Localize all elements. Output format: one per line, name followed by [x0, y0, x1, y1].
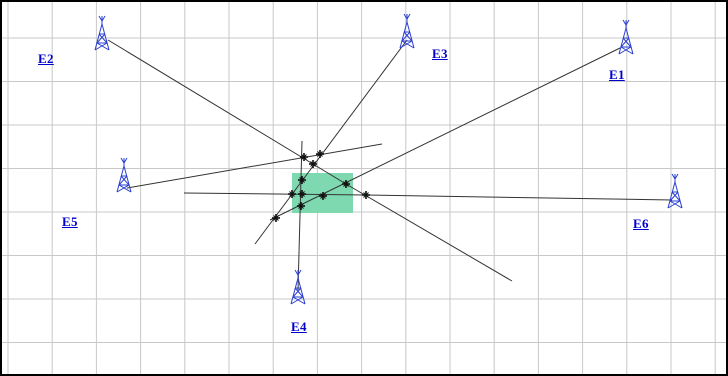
star-cross-icon: [298, 176, 306, 184]
star-cross-icon: [300, 153, 308, 161]
tower-label-e6[interactable]: E6: [633, 216, 649, 231]
radio-tower-icon[interactable]: [290, 269, 306, 305]
tower-brace: [116, 184, 130, 193]
tower-brace: [118, 175, 128, 186]
bearing-lines: [107, 39, 673, 291]
tower-leg: [618, 27, 627, 55]
marker-stroke: [301, 154, 307, 160]
tower-leg: [116, 165, 125, 193]
tower-brace: [403, 31, 413, 42]
tower-leg: [674, 181, 683, 209]
star-cross-icon: [297, 202, 305, 210]
tower-label-e3[interactable]: E3: [432, 46, 448, 61]
tower-brace: [669, 200, 683, 209]
tower-brace: [98, 33, 108, 44]
marker-stroke: [289, 191, 295, 197]
tower-brace: [292, 296, 306, 305]
tower-brace: [294, 287, 304, 298]
bearing-line: [365, 194, 673, 201]
star-cross-icon: [272, 214, 280, 222]
radio-tower-icon[interactable]: [116, 157, 132, 193]
tower-brace: [290, 296, 304, 305]
tower-brace: [399, 40, 413, 49]
tower-brace: [618, 46, 632, 55]
tower-brace: [620, 46, 634, 55]
intersection-markers: [272, 150, 370, 222]
bearing-line: [297, 140, 303, 291]
star-cross-icon: [316, 150, 324, 158]
marker-stroke: [310, 161, 316, 167]
tower-brace: [120, 175, 130, 186]
radio-tower-icon[interactable]: [618, 19, 634, 55]
tower-leg: [297, 277, 306, 305]
marker-stroke: [317, 151, 323, 157]
radio-tower-icon[interactable]: [667, 173, 683, 209]
bearing-line: [183, 192, 367, 196]
bearing-line: [254, 39, 408, 245]
tower-label-e1[interactable]: E1: [609, 67, 625, 82]
tower-label-e5[interactable]: E5: [62, 214, 78, 229]
marker-stroke: [343, 181, 349, 187]
tower-leg: [399, 21, 408, 49]
tower-leg: [123, 165, 132, 193]
radio-tower-icon[interactable]: [94, 15, 110, 51]
tower-label-e2[interactable]: E2: [38, 51, 54, 66]
tower-leg: [625, 27, 634, 55]
tower-leg: [406, 21, 415, 49]
tower-leg: [290, 277, 299, 305]
tower-brace: [94, 42, 108, 51]
tower-leg: [101, 23, 110, 51]
marker-stroke: [320, 193, 326, 199]
tower-brace: [671, 191, 681, 202]
tower-leg: [94, 23, 103, 51]
star-cross-icon: [309, 160, 317, 168]
tower-brace: [96, 33, 106, 44]
star-cross-icon: [319, 192, 327, 200]
bearing-line: [345, 183, 513, 282]
marker-stroke: [299, 177, 305, 183]
marker-stroke: [363, 192, 369, 198]
marker-stroke: [273, 215, 279, 221]
tower-brace: [292, 287, 302, 298]
marker-stroke: [299, 191, 305, 197]
tower-brace: [622, 37, 632, 48]
tower-brace: [96, 42, 110, 51]
marker-stroke: [298, 203, 304, 209]
tower-brace: [620, 37, 630, 48]
tower-brace: [118, 184, 132, 193]
radio-tower-icon[interactable]: [399, 13, 415, 49]
star-cross-icon: [288, 190, 296, 198]
tower-brace: [401, 40, 415, 49]
towers: [94, 13, 683, 305]
tower-brace: [667, 200, 681, 209]
bearing-line: [107, 39, 347, 185]
star-cross-icon: [362, 191, 370, 199]
bearing-line: [269, 47, 621, 221]
star-cross-icon: [298, 190, 306, 198]
tower-brace: [401, 31, 411, 42]
bearing-line: [126, 143, 383, 189]
tower-brace: [669, 191, 679, 202]
star-cross-icon: [342, 180, 350, 188]
tower-label-e4[interactable]: E4: [291, 319, 307, 334]
tower-leg: [667, 181, 676, 209]
